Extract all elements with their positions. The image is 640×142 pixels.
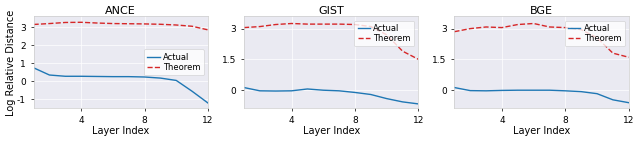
Theorem — [561, 27, 569, 28]
Actual — [593, 93, 601, 95]
Actual — [367, 94, 374, 95]
Line: Actual: Actual — [454, 88, 628, 103]
Theorem — [351, 24, 359, 25]
Actual — [451, 87, 458, 88]
Actual — [577, 91, 585, 92]
Theorem — [204, 29, 212, 31]
Actual — [415, 103, 422, 105]
Title: ANCE: ANCE — [106, 6, 136, 16]
Theorem — [172, 24, 180, 26]
Actual — [141, 76, 148, 78]
X-axis label: Layer Index: Layer Index — [303, 126, 360, 136]
Actual — [125, 76, 132, 78]
Theorem — [188, 25, 196, 27]
Theorem — [625, 56, 632, 58]
Actual — [93, 76, 101, 77]
Theorem — [29, 24, 37, 25]
Line: Theorem: Theorem — [33, 22, 208, 30]
Actual — [335, 90, 343, 92]
Theorem — [383, 34, 390, 36]
Actual — [45, 74, 53, 76]
X-axis label: Layer Index: Layer Index — [92, 126, 149, 136]
Theorem — [319, 23, 327, 25]
Theorem — [141, 23, 148, 25]
Actual — [383, 98, 390, 99]
Theorem — [483, 26, 490, 28]
Actual — [561, 90, 569, 92]
Theorem — [593, 37, 601, 39]
Actual — [303, 88, 311, 90]
Actual — [240, 87, 248, 88]
Legend: Actual, Theorem: Actual, Theorem — [144, 49, 204, 75]
Actual — [546, 89, 554, 91]
Actual — [483, 90, 490, 92]
Actual — [288, 90, 296, 92]
Legend: Actual, Theorem: Actual, Theorem — [354, 20, 414, 46]
Theorem — [451, 31, 458, 33]
Title: BGE: BGE — [530, 6, 553, 16]
Theorem — [93, 22, 101, 24]
Line: Actual: Actual — [244, 88, 419, 104]
Theorem — [157, 23, 164, 25]
Actual — [188, 90, 196, 92]
Theorem — [77, 21, 85, 23]
Actual — [351, 92, 359, 93]
Actual — [29, 67, 37, 69]
Actual — [609, 99, 617, 101]
Actual — [204, 102, 212, 104]
Theorem — [498, 27, 506, 28]
Actual — [157, 77, 164, 79]
Actual — [77, 75, 85, 77]
Actual — [61, 75, 69, 77]
Theorem — [367, 26, 374, 27]
Actual — [530, 89, 538, 91]
Actual — [256, 90, 264, 92]
Theorem — [272, 24, 280, 25]
Line: Actual: Actual — [33, 68, 208, 103]
Actual — [109, 76, 116, 78]
Actual — [498, 90, 506, 91]
Theorem — [303, 23, 311, 25]
Theorem — [415, 59, 422, 60]
Line: Theorem: Theorem — [454, 23, 628, 57]
Theorem — [125, 23, 132, 25]
Theorem — [109, 23, 116, 24]
Theorem — [530, 23, 538, 24]
Actual — [319, 89, 327, 91]
Theorem — [609, 52, 617, 54]
Theorem — [240, 27, 248, 28]
Theorem — [45, 23, 53, 24]
Title: GIST: GIST — [318, 6, 344, 16]
Y-axis label: Log Relative Distance: Log Relative Distance — [6, 9, 15, 115]
Actual — [172, 80, 180, 81]
Actual — [625, 102, 632, 104]
Actual — [272, 90, 280, 92]
Theorem — [577, 29, 585, 31]
Theorem — [335, 23, 343, 25]
Theorem — [467, 28, 474, 29]
Line: Theorem: Theorem — [244, 23, 419, 59]
Theorem — [288, 23, 296, 24]
Theorem — [546, 26, 554, 28]
Actual — [514, 89, 522, 91]
Theorem — [256, 26, 264, 27]
Theorem — [61, 22, 69, 23]
Theorem — [399, 50, 406, 52]
X-axis label: Layer Index: Layer Index — [513, 126, 570, 136]
Legend: Actual, Theorem: Actual, Theorem — [564, 20, 625, 46]
Theorem — [514, 24, 522, 25]
Actual — [399, 101, 406, 103]
Actual — [467, 90, 474, 91]
